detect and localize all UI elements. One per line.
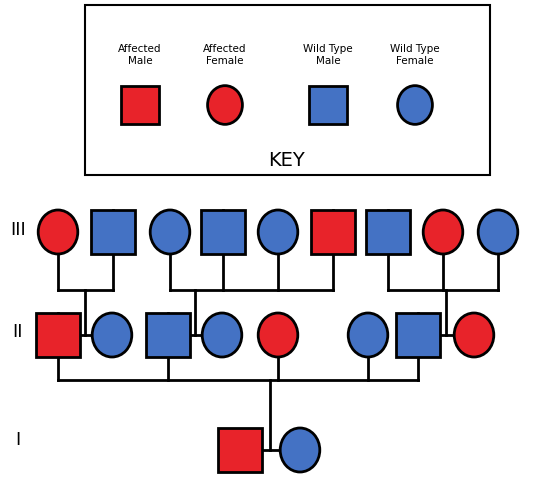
Ellipse shape	[423, 210, 463, 254]
Ellipse shape	[92, 313, 132, 357]
FancyBboxPatch shape	[309, 86, 348, 124]
Text: KEY: KEY	[268, 150, 306, 169]
Text: I: I	[16, 431, 20, 449]
Text: Affected
Male: Affected Male	[118, 44, 162, 66]
Ellipse shape	[150, 210, 190, 254]
Ellipse shape	[348, 313, 388, 357]
Text: II: II	[13, 323, 23, 341]
Text: III: III	[10, 221, 26, 239]
Ellipse shape	[208, 86, 243, 124]
Ellipse shape	[258, 210, 298, 254]
FancyBboxPatch shape	[91, 210, 135, 254]
Ellipse shape	[398, 86, 433, 124]
Text: Affected
Female: Affected Female	[203, 44, 247, 66]
Ellipse shape	[202, 313, 242, 357]
FancyBboxPatch shape	[311, 210, 355, 254]
FancyBboxPatch shape	[85, 5, 490, 175]
FancyBboxPatch shape	[36, 313, 80, 357]
FancyBboxPatch shape	[366, 210, 410, 254]
Text: Wild Type
Female: Wild Type Female	[390, 44, 440, 66]
Ellipse shape	[454, 313, 494, 357]
Ellipse shape	[280, 428, 320, 472]
FancyBboxPatch shape	[396, 313, 440, 357]
FancyBboxPatch shape	[121, 86, 159, 124]
Ellipse shape	[478, 210, 518, 254]
FancyBboxPatch shape	[218, 428, 262, 472]
FancyBboxPatch shape	[201, 210, 245, 254]
Ellipse shape	[258, 313, 298, 357]
Ellipse shape	[38, 210, 78, 254]
FancyBboxPatch shape	[146, 313, 190, 357]
Text: Wild Type
Male: Wild Type Male	[303, 44, 353, 66]
